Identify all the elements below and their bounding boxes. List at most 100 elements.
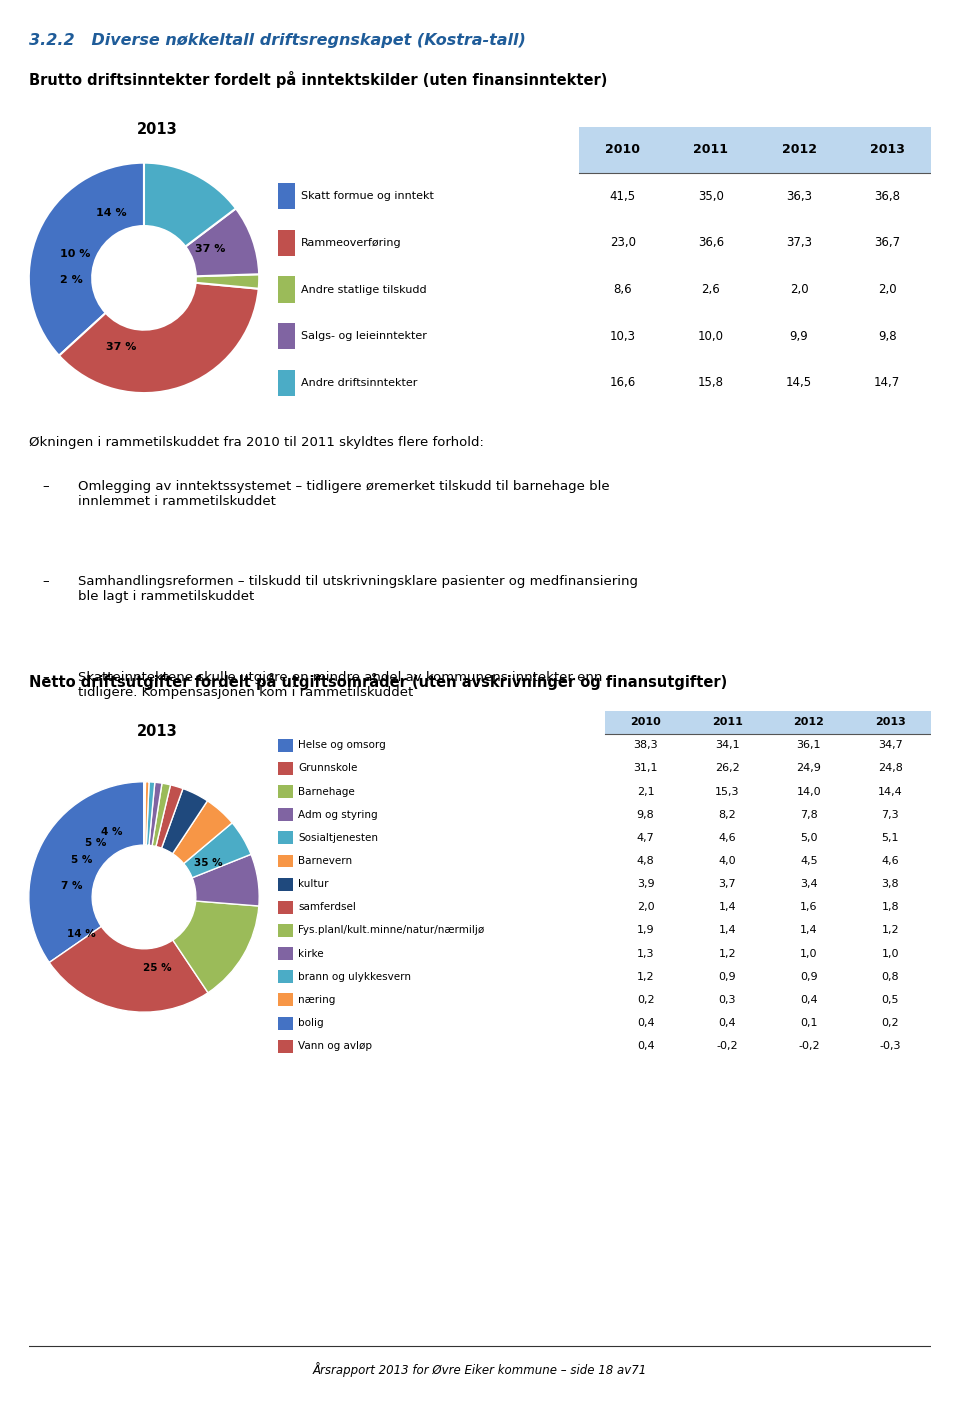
Bar <box>278 277 295 303</box>
Wedge shape <box>149 782 162 846</box>
Bar <box>278 878 293 891</box>
Text: 1,2: 1,2 <box>881 926 900 936</box>
Text: 3,9: 3,9 <box>636 879 655 889</box>
Text: 1,0: 1,0 <box>800 948 818 958</box>
Text: 0,4: 0,4 <box>718 1019 736 1029</box>
Text: 26,2: 26,2 <box>715 764 739 774</box>
Text: 25 %: 25 % <box>143 964 172 974</box>
Text: 16,6: 16,6 <box>610 376 636 390</box>
Bar <box>278 900 293 913</box>
Wedge shape <box>173 801 232 864</box>
Text: 37 %: 37 % <box>195 243 226 253</box>
Wedge shape <box>161 788 207 854</box>
Wedge shape <box>173 900 259 993</box>
Wedge shape <box>59 283 258 393</box>
Text: Skatteinntektene skulle utgjøre en mindre andel av kommunens inntekter enn
tidli: Skatteinntektene skulle utgjøre en mindr… <box>79 671 603 699</box>
Text: 1,4: 1,4 <box>718 926 736 936</box>
Wedge shape <box>144 782 146 846</box>
Wedge shape <box>29 782 144 962</box>
Bar <box>278 785 293 798</box>
Text: 0,2: 0,2 <box>636 995 655 1005</box>
Text: 1,4: 1,4 <box>718 902 736 912</box>
Text: -0,3: -0,3 <box>879 1041 901 1051</box>
Text: 35,0: 35,0 <box>698 190 724 203</box>
Bar <box>278 229 295 256</box>
Text: 2011: 2011 <box>693 144 729 156</box>
Text: 2013: 2013 <box>137 122 178 136</box>
Text: 31,1: 31,1 <box>634 764 658 774</box>
Wedge shape <box>29 163 144 356</box>
Text: 0,3: 0,3 <box>718 995 736 1005</box>
Text: kirke: kirke <box>298 948 324 958</box>
Text: Netto driftsutgifter fordelt på utgiftsområder (uten avskrivninger og finansutgi: Netto driftsutgifter fordelt på utgiftso… <box>29 674 727 691</box>
Text: –: – <box>42 575 49 588</box>
Wedge shape <box>145 782 149 846</box>
Text: Årsrapport 2013 for Øvre Eiker kommune – side 18 av71: Årsrapport 2013 for Øvre Eiker kommune –… <box>313 1362 647 1377</box>
Text: Adm og styring: Adm og styring <box>298 809 377 820</box>
Wedge shape <box>152 784 171 847</box>
Text: 5,1: 5,1 <box>881 833 900 843</box>
Text: 7,3: 7,3 <box>881 809 900 820</box>
Bar <box>278 947 293 960</box>
Bar <box>278 1040 293 1052</box>
Text: 2013: 2013 <box>137 725 178 739</box>
Bar <box>605 711 931 733</box>
Text: 1,6: 1,6 <box>800 902 818 912</box>
Wedge shape <box>196 274 259 288</box>
Text: Økningen i rammetilskuddet fra 2010 til 2011 skyldtes flere forhold:: Økningen i rammetilskuddet fra 2010 til … <box>29 436 484 449</box>
Text: 10,0: 10,0 <box>698 329 724 342</box>
Text: 2,0: 2,0 <box>636 902 655 912</box>
Bar <box>278 1016 293 1030</box>
Text: 15,3: 15,3 <box>715 787 739 796</box>
Text: 34,7: 34,7 <box>878 740 902 750</box>
Text: 2013: 2013 <box>870 144 904 156</box>
Text: 10,3: 10,3 <box>610 329 636 342</box>
Text: Brutto driftsinntekter fordelt på inntektskilder (uten finansinntekter): Brutto driftsinntekter fordelt på inntek… <box>29 70 607 89</box>
Text: 10 %: 10 % <box>60 249 91 259</box>
Text: 8,6: 8,6 <box>613 283 632 295</box>
Text: 36,6: 36,6 <box>698 236 724 249</box>
Text: 5 %: 5 % <box>85 837 107 848</box>
Text: 14,7: 14,7 <box>874 376 900 390</box>
Text: Samhandlingsreformen – tilskudd til utskrivningsklare pasienter og medfinansieri: Samhandlingsreformen – tilskudd til utsk… <box>79 575 638 604</box>
Text: 4,6: 4,6 <box>881 855 900 865</box>
Text: 0,1: 0,1 <box>800 1019 818 1029</box>
Text: kultur: kultur <box>298 879 328 889</box>
Bar <box>278 370 295 395</box>
Text: Salgs- og leieinntekter: Salgs- og leieinntekter <box>301 331 427 340</box>
Text: -0,2: -0,2 <box>716 1041 738 1051</box>
Text: Skatt formue og inntekt: Skatt formue og inntekt <box>301 191 434 201</box>
Bar <box>579 127 931 173</box>
Bar <box>278 763 293 775</box>
Text: 2010: 2010 <box>605 144 640 156</box>
Text: 36,1: 36,1 <box>797 740 821 750</box>
Bar <box>278 183 295 210</box>
Text: 4,5: 4,5 <box>800 855 818 865</box>
Text: 2,6: 2,6 <box>702 283 720 295</box>
Text: 14,0: 14,0 <box>797 787 821 796</box>
Bar <box>278 324 295 349</box>
Bar <box>278 808 293 822</box>
Text: 5 %: 5 % <box>71 854 92 865</box>
Bar <box>278 854 293 868</box>
Text: 9,9: 9,9 <box>790 329 808 342</box>
Text: 2,0: 2,0 <box>877 283 897 295</box>
Wedge shape <box>183 823 251 878</box>
Bar <box>278 993 293 1006</box>
Wedge shape <box>49 926 208 1012</box>
Bar <box>278 924 293 937</box>
Text: 7,8: 7,8 <box>800 809 818 820</box>
Text: 1,2: 1,2 <box>718 948 736 958</box>
Text: Barnevern: Barnevern <box>298 855 352 865</box>
Text: 4,8: 4,8 <box>636 855 655 865</box>
Text: 0,4: 0,4 <box>636 1019 655 1029</box>
Text: Vann og avløp: Vann og avløp <box>298 1041 372 1051</box>
Text: 4,7: 4,7 <box>636 833 655 843</box>
Text: 36,7: 36,7 <box>874 236 900 249</box>
Text: 9,8: 9,8 <box>877 329 897 342</box>
Text: 0,4: 0,4 <box>800 995 818 1005</box>
Text: 4 %: 4 % <box>101 827 122 837</box>
Text: Fys.planl/kult.minne/natur/nærmiljø: Fys.planl/kult.minne/natur/nærmiljø <box>298 926 484 936</box>
Text: 2,1: 2,1 <box>636 787 655 796</box>
Text: 1,8: 1,8 <box>881 902 900 912</box>
